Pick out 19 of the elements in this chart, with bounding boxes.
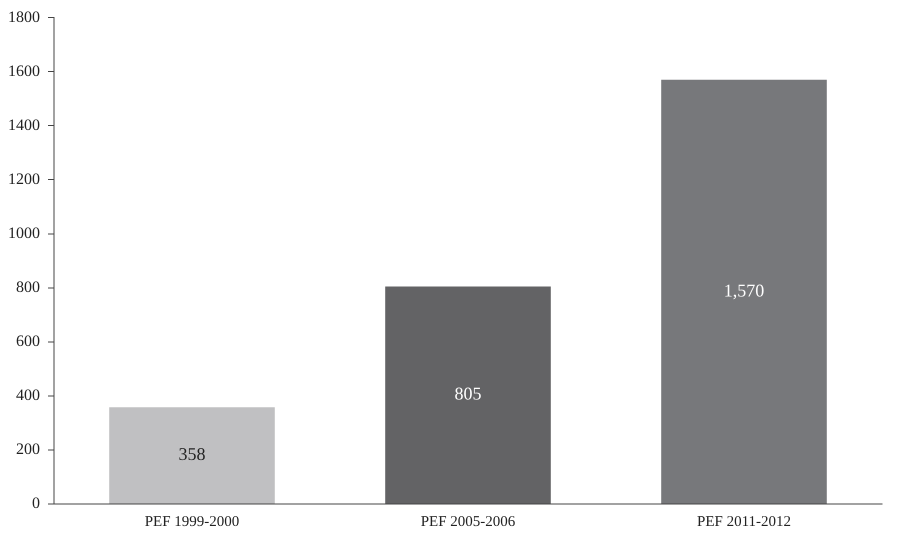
- y-tick-label: 600: [16, 333, 40, 350]
- x-tick-label: PEF 1999-2000: [144, 514, 240, 530]
- x-tick-label: PEF 2011-2012: [696, 514, 792, 530]
- y-tick-label: 0: [32, 495, 40, 512]
- bar: [109, 407, 275, 504]
- y-tick-label: 800: [16, 279, 40, 296]
- data-label: 1,570: [724, 280, 764, 300]
- data-label: 805: [454, 384, 482, 404]
- bar: [385, 286, 551, 504]
- data-label: 358: [178, 444, 206, 464]
- y-tick-label: 200: [16, 441, 40, 458]
- x-tick-label: PEF 2005-2006: [420, 514, 516, 530]
- y-tick-label: 400: [16, 387, 40, 404]
- y-tick-label: 1400: [8, 116, 40, 134]
- y-tick-label: 1000: [8, 224, 40, 242]
- y-tick-label: 1800: [8, 8, 40, 26]
- y-tick-label: 1600: [8, 62, 40, 80]
- y-tick-label: 1200: [8, 170, 40, 188]
- bar: [661, 80, 827, 504]
